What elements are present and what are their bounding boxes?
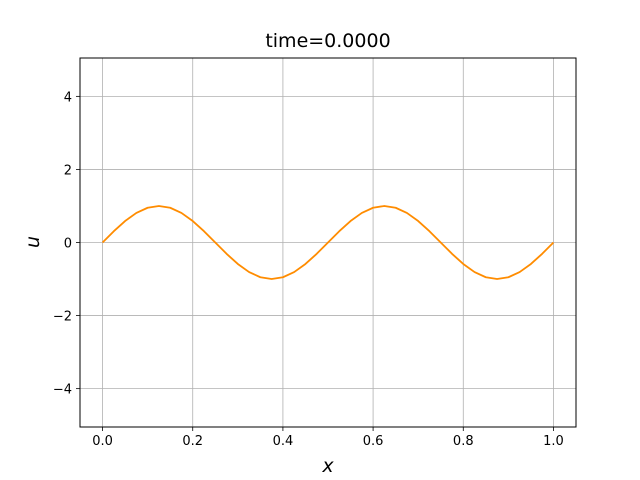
- y-tick-label: −4: [53, 383, 72, 398]
- plot-area: [101, 205, 555, 280]
- y-tick-label: 4: [64, 90, 72, 105]
- x-tick-label: 0.8: [453, 434, 474, 449]
- y-axis-label: u: [22, 236, 44, 248]
- x-tick-label: 0.2: [182, 434, 203, 449]
- y-tick-label: 0: [64, 237, 72, 252]
- ticks: 0.0 0.2 0.4 0.6 0.8 1.0 −4 −2 0 2 4: [53, 90, 564, 449]
- x-tick-label: 0.4: [273, 434, 294, 449]
- y-tick-label: 2: [64, 163, 72, 178]
- series-line: [101, 205, 555, 280]
- x-tick-label: 0.6: [363, 434, 384, 449]
- chart-title: time=0.0000: [265, 30, 390, 52]
- x-axis-label: x: [321, 455, 334, 477]
- x-tick-label: 0.0: [92, 434, 113, 449]
- x-tick-label: 1.0: [543, 434, 564, 449]
- y-tick-label: −2: [53, 310, 72, 325]
